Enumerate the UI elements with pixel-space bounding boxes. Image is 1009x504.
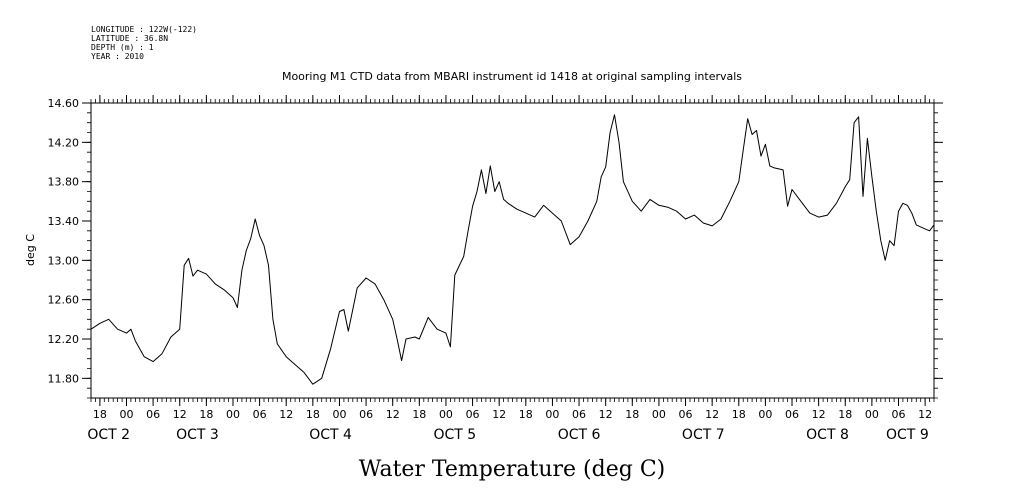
x-tick-label: 06 bbox=[359, 408, 373, 421]
x-tick-label: 12 bbox=[599, 408, 613, 421]
x-date-label: OCT 5 bbox=[433, 427, 476, 443]
x-tick-label: 12 bbox=[492, 408, 506, 421]
x-axis-label: Water Temperature (deg C) bbox=[359, 457, 666, 482]
x-tick-label: 00 bbox=[758, 408, 772, 421]
x-tick-label: 12 bbox=[705, 408, 719, 421]
meta-longitude: LONGITUDE : 122W(-122) bbox=[91, 25, 197, 34]
y-tick-label: 12.20 bbox=[48, 333, 80, 346]
chart-title: Mooring M1 CTD data from MBARI instrumen… bbox=[282, 70, 742, 83]
x-tick-label: 12 bbox=[279, 408, 293, 421]
series-line-0 bbox=[90, 114, 935, 385]
y-axis-label: deg C bbox=[24, 234, 37, 266]
x-tick-label: 00 bbox=[439, 408, 453, 421]
x-date-label: OCT 9 bbox=[886, 427, 929, 443]
x-date-label: OCT 4 bbox=[309, 427, 352, 443]
x-tick-label: 18 bbox=[519, 408, 533, 421]
meta-year: YEAR : 2010 bbox=[91, 52, 144, 61]
x-date-label: OCT 7 bbox=[682, 427, 725, 443]
x-tick-label: 00 bbox=[865, 408, 879, 421]
x-tick-label: 06 bbox=[785, 408, 799, 421]
meta-latitude: LATITUDE : 36.8N bbox=[91, 34, 168, 43]
plot-frame bbox=[90, 102, 935, 399]
x-tick-label: 00 bbox=[652, 408, 666, 421]
y-tick-label: 13.80 bbox=[48, 176, 80, 189]
x-tick-label: 18 bbox=[625, 408, 639, 421]
x-tick-label: 18 bbox=[732, 408, 746, 421]
meta-depth: DEPTH (m) : 1 bbox=[91, 43, 154, 52]
x-minor-ticks bbox=[90, 99, 935, 402]
y-tick-label: 11.80 bbox=[48, 372, 80, 385]
series-layer bbox=[90, 114, 935, 385]
x-tick-label: 06 bbox=[253, 408, 267, 421]
x-tick-label: 06 bbox=[466, 408, 480, 421]
x-tick-label: 18 bbox=[93, 408, 107, 421]
x-tick-label: 18 bbox=[838, 408, 852, 421]
plot-axes: 11.80 12.20 12.60 13.00 13.40 13.80 14.20 14.60… bbox=[48, 95, 943, 443]
y-minor-ticks bbox=[87, 102, 938, 399]
x-tick-label: 00 bbox=[332, 408, 346, 421]
x-tick-label: 18 bbox=[199, 408, 213, 421]
x-date-label: OCT 6 bbox=[558, 427, 601, 443]
x-tick-label: 06 bbox=[679, 408, 693, 421]
y-tick-label: 13.40 bbox=[48, 215, 80, 228]
x-date-label: OCT 3 bbox=[176, 427, 219, 443]
x-tick-label: 12 bbox=[386, 408, 400, 421]
x-tick-label: 12 bbox=[812, 408, 826, 421]
y-tick-label: 14.20 bbox=[48, 136, 80, 149]
x-tick-label: 06 bbox=[572, 408, 586, 421]
y-tick-label: 13.00 bbox=[48, 254, 80, 267]
x-tick-label: 12 bbox=[173, 408, 187, 421]
x-tick-label: 18 bbox=[306, 408, 320, 421]
x-tick-label: 18 bbox=[412, 408, 426, 421]
x-tick-label: 06 bbox=[146, 408, 160, 421]
x-tick-label: 06 bbox=[892, 408, 906, 421]
x-tick-label: 00 bbox=[119, 408, 133, 421]
metadata-block: LONGITUDE : 122W(-122) LATITUDE : 36.8N … bbox=[91, 25, 197, 61]
x-tick-label: 00 bbox=[226, 408, 240, 421]
x-tick-label: 12 bbox=[918, 408, 932, 421]
x-tick-label: 00 bbox=[545, 408, 559, 421]
y-tick-label: 14.60 bbox=[48, 97, 80, 110]
x-date-label: OCT 8 bbox=[806, 427, 849, 443]
x-date-label: OCT 2 bbox=[87, 427, 130, 443]
y-tick-label: 12.60 bbox=[48, 294, 80, 307]
